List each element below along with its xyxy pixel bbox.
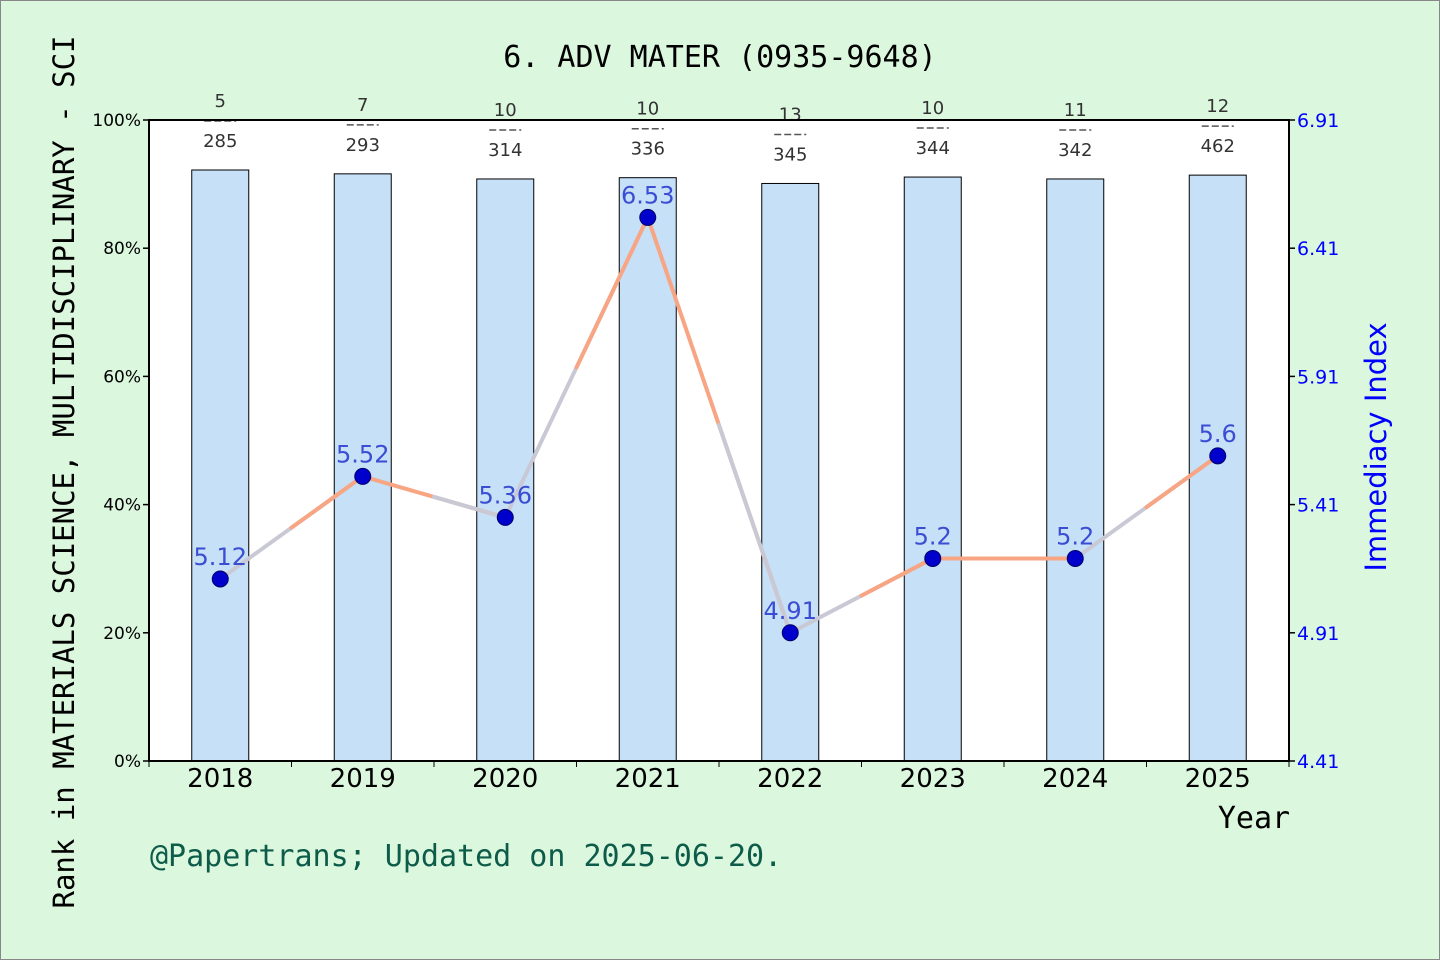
total-label-2020: 314 bbox=[488, 140, 522, 161]
x-tick-label-2025: 2025 bbox=[1185, 764, 1251, 794]
line-segment-accent-2020 bbox=[574, 215, 650, 370]
x-axis: 2018 2019 2020 2021 2022 2023 2024 2025 bbox=[148, 761, 1290, 794]
right-axis: 4.41 4.91 5.41 5.91 6.41 6.91 bbox=[1289, 110, 1339, 773]
x-tick-label-2021: 2021 bbox=[615, 764, 681, 794]
point-label-group: 5.12 5.52 5.36 6.53 4.91 5.2 5.2 5.6 bbox=[194, 181, 1237, 624]
total-label-2019: 293 bbox=[346, 135, 380, 156]
x-tick-label-2023: 2023 bbox=[900, 764, 966, 794]
rank-label-2019: 7 bbox=[357, 95, 368, 116]
point-2020 bbox=[496, 508, 514, 526]
point-group bbox=[211, 208, 1227, 642]
rank-label-2020: 10 bbox=[494, 100, 517, 121]
total-label-2024: 342 bbox=[1058, 140, 1092, 161]
rank-label-2024: 11 bbox=[1064, 100, 1087, 121]
series-line-group bbox=[218, 215, 1220, 635]
y-axis-label: Rank in MATERIALS SCIENCE, MULTIDISCIPLI… bbox=[47, 36, 81, 909]
point-label-2022: 4.91 bbox=[764, 597, 817, 625]
rank-label-2021: 10 bbox=[636, 99, 659, 120]
point-label-2025: 5.6 bbox=[1199, 420, 1237, 448]
point-label-2023: 5.2 bbox=[914, 522, 952, 550]
line-segment-accent-2024 bbox=[1144, 453, 1220, 510]
bar-2022 bbox=[761, 182, 820, 762]
point-label-2020: 5.36 bbox=[479, 481, 532, 509]
right-tick-label: 6.91 bbox=[1297, 110, 1339, 132]
point-label-2018: 5.12 bbox=[194, 543, 247, 571]
total-label-2023: 344 bbox=[916, 138, 950, 159]
bar-2018 bbox=[191, 169, 250, 762]
left-tick-label: 100% bbox=[92, 111, 141, 131]
right-tick-label: 4.41 bbox=[1297, 751, 1339, 773]
x-tick-label-2018: 2018 bbox=[187, 764, 253, 794]
left-tick-label: 40% bbox=[103, 496, 141, 516]
left-tick-label: 20% bbox=[103, 624, 141, 644]
rank-label-2025: 12 bbox=[1206, 96, 1229, 117]
left-tick-label: 0% bbox=[114, 752, 141, 772]
total-label-2021: 336 bbox=[631, 139, 665, 160]
left-axis: 0% 20% 40% 60% 80% 100% bbox=[92, 111, 149, 772]
rank-label-2018: 5 bbox=[215, 91, 226, 112]
x-axis-label: Year bbox=[1218, 801, 1290, 836]
rank-label-2023: 10 bbox=[921, 98, 944, 119]
right-tick-label: 5.41 bbox=[1297, 495, 1339, 517]
left-tick-label: 60% bbox=[103, 367, 141, 387]
point-2024 bbox=[1066, 549, 1084, 567]
x-tick-label-2022: 2022 bbox=[757, 764, 823, 794]
right-tick-label: 4.91 bbox=[1297, 623, 1339, 645]
footer-credit: @Papertrans; Updated on 2025-06-20. bbox=[150, 839, 782, 874]
rank-label-group: 5 285 7 293 10 314 10 336 13 345 10 344 11 342 12 462 bbox=[203, 91, 1235, 165]
total-label-2018: 285 bbox=[203, 131, 237, 152]
bar-2019 bbox=[333, 173, 392, 762]
y2-axis-label: Immediacy Index bbox=[1359, 322, 1393, 571]
point-2018 bbox=[211, 570, 229, 588]
line-segment-accent-2021 bbox=[717, 423, 793, 635]
x-tick-label-2020: 2020 bbox=[472, 764, 538, 794]
bar-2023 bbox=[903, 176, 962, 762]
point-2019 bbox=[354, 467, 372, 485]
point-2023 bbox=[924, 549, 942, 567]
plot-area bbox=[149, 120, 1289, 761]
right-tick-label: 6.41 bbox=[1297, 238, 1339, 260]
total-label-2022: 345 bbox=[773, 144, 807, 165]
point-2022 bbox=[781, 624, 799, 642]
total-label-2025: 462 bbox=[1201, 136, 1235, 157]
point-label-2019: 5.52 bbox=[336, 440, 389, 468]
left-tick-label: 80% bbox=[103, 239, 141, 259]
bar-2024 bbox=[1046, 178, 1105, 762]
point-label-2021: 6.53 bbox=[621, 181, 674, 209]
line-segment-accent-2019 bbox=[432, 494, 508, 520]
right-tick-label: 5.91 bbox=[1297, 366, 1339, 388]
x-tick-label-2024: 2024 bbox=[1042, 764, 1108, 794]
line-segment-accent-2018 bbox=[289, 474, 365, 530]
bar-2020 bbox=[476, 178, 535, 762]
chart-title: 6. ADV MATER (0935-9648) bbox=[503, 40, 936, 75]
x-tick-label-2019: 2019 bbox=[330, 764, 396, 794]
point-2025 bbox=[1209, 447, 1227, 465]
line-segment-accent-2022 bbox=[859, 556, 935, 598]
bar-2021 bbox=[618, 177, 677, 762]
point-label-2024: 5.2 bbox=[1056, 522, 1094, 550]
rank-label-2022: 13 bbox=[779, 104, 802, 125]
point-2021 bbox=[639, 208, 657, 226]
